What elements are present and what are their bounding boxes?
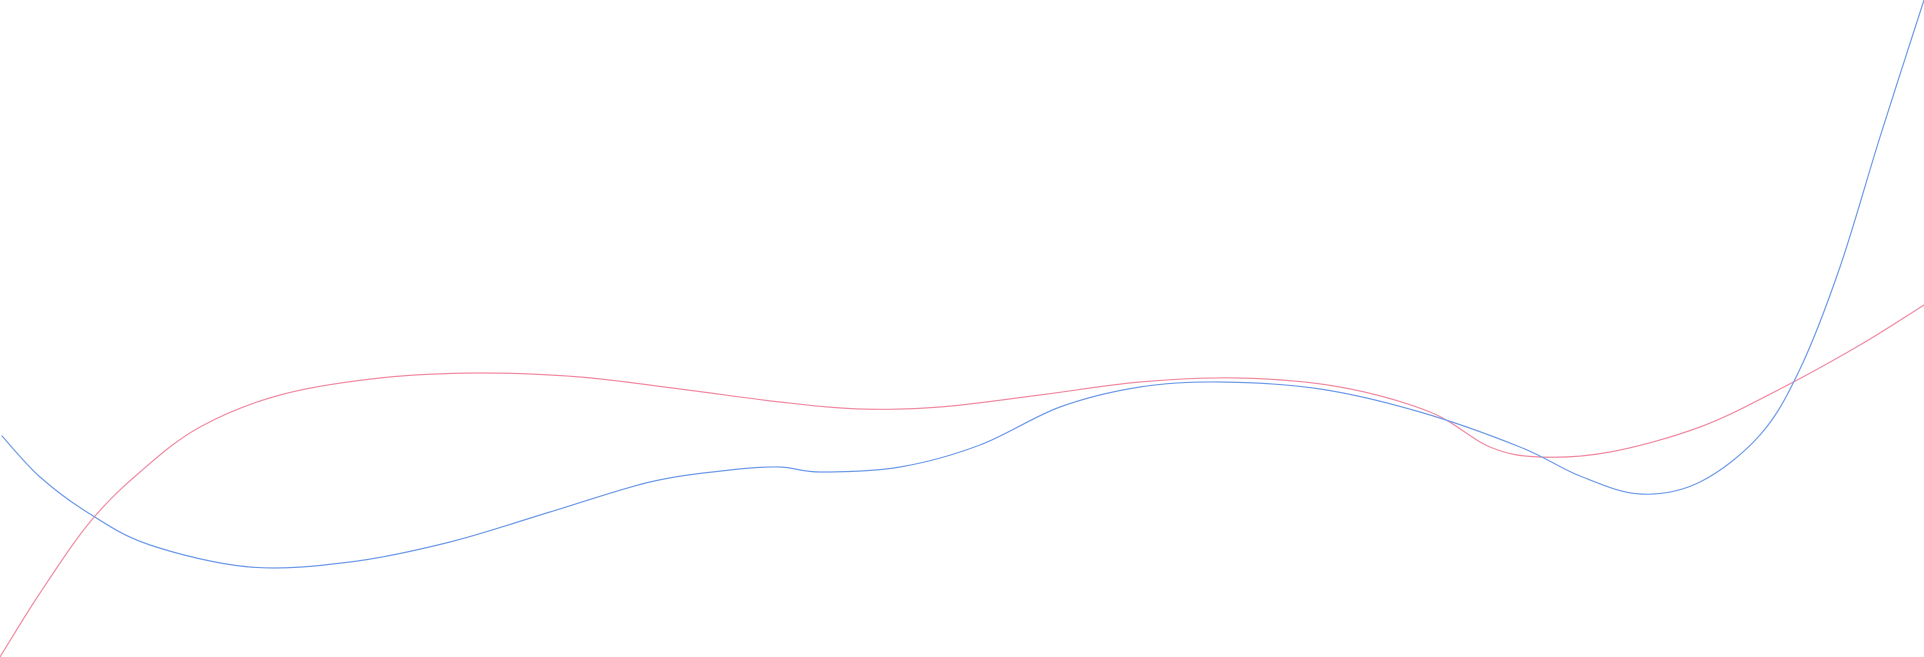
series-line-2 [1, 0, 1924, 569]
series-line-1 [0, 304, 1924, 657]
